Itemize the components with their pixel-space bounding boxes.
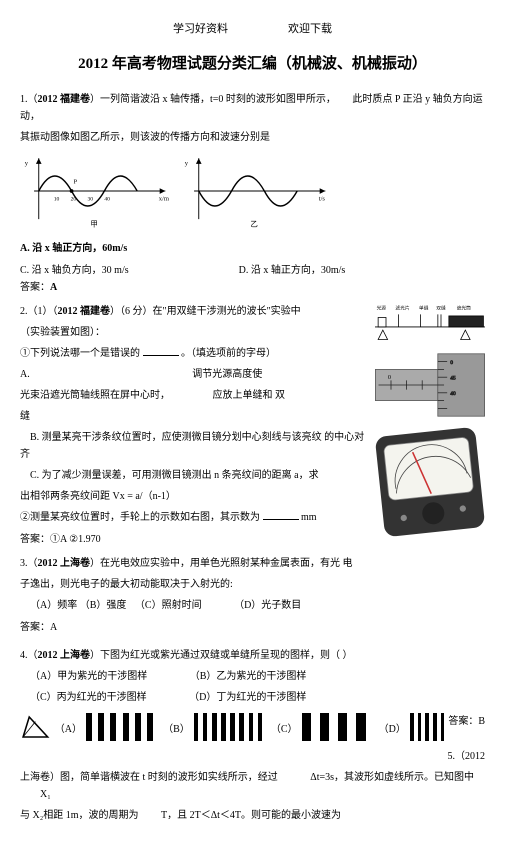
- stripe-row: （A） （B） （C） （D）: [20, 710, 448, 744]
- q3-stem: ）在光电效应实验中，用单色光照射某种金属表面，有光 电: [90, 558, 353, 569]
- q3-C: （C）照射时间: [135, 600, 202, 611]
- q5-srcb: 图，简单谐横波在 t 时刻的波形如实线所示，经过: [60, 772, 278, 783]
- stripe-B: [194, 713, 267, 741]
- multimeter-icon: [375, 427, 485, 537]
- q4-num: 4.（: [20, 650, 38, 661]
- q5-tail: 与 X₂相距 1m，波的周期为: [20, 810, 139, 821]
- q2-src: 2012 福建卷: [58, 306, 111, 317]
- svg-text:45: 45: [450, 376, 456, 382]
- q1-src: 2012 福建卷: [38, 94, 91, 105]
- svg-text:滤光片: 滤光片: [395, 305, 409, 312]
- q1-stemb: ）一列简谐波沿 x 轴传播，t=0 时刻的波形如图甲所示，: [90, 94, 336, 105]
- svg-text:0: 0: [450, 360, 453, 366]
- svg-text:y: y: [185, 160, 189, 167]
- q1-ans-label: 答案：: [20, 282, 50, 293]
- svg-text:x/m: x/m: [159, 195, 169, 202]
- svg-text:甲: 甲: [90, 220, 98, 229]
- header-left: 学习好资料: [173, 20, 228, 36]
- q2-ans-label: 答案：: [20, 534, 50, 545]
- q2-A3: 应放上单缝和 双: [213, 390, 286, 401]
- svg-text:单缝: 单缝: [419, 305, 429, 312]
- stripe-C: [302, 713, 375, 741]
- q1-waves: P 10 20 30 40 x/m y 甲 t/s y 乙: [20, 152, 485, 230]
- svg-text:y: y: [25, 160, 29, 167]
- q3-B: （B）强度: [80, 600, 127, 611]
- q3-num: 3.（: [20, 558, 38, 569]
- q2-ans: ①A ②1.970: [50, 534, 101, 545]
- q3: 3.（2012 上海卷）在光电效应实验中，用单色光照射某种金属表面，有光 电: [20, 555, 485, 572]
- blank2: [263, 509, 299, 520]
- q3-stem2: 子逸出，则光电子的最大初动能取决于入射光的:: [20, 576, 485, 593]
- q3-src: 2012 上海卷: [38, 558, 91, 569]
- q4-src: 2012 上海卷: [38, 650, 91, 661]
- stripe-A: [86, 713, 159, 741]
- micrometer-icon: 0 0 45 40: [375, 346, 485, 424]
- s-labD: （D）: [379, 720, 406, 735]
- q1-optC: C. 沿 x 轴负方向，30 m/s: [20, 261, 129, 276]
- q1-optA: A. 沿 x 轴正方向，60m/s: [20, 240, 485, 257]
- q3-ans: A: [50, 622, 57, 633]
- svg-text:光源: 光源: [377, 305, 387, 312]
- svg-text:双缝: 双缝: [436, 305, 446, 312]
- q2-figures: 光源 滤光片 单缝 双缝 遮光筒 0 0 45 40: [375, 303, 485, 540]
- apparatus-icon: 光源 滤光片 单缝 双缝 遮光筒: [375, 303, 485, 343]
- q3-A: （A）频率: [30, 600, 77, 611]
- q2-A1: A.: [20, 369, 30, 380]
- q2-line2b: mm: [301, 512, 317, 523]
- q2-line2: ②测量某亮纹位置时，手轮上的示数如右图，其示数为: [20, 512, 260, 523]
- header-right: 欢迎下载: [288, 20, 332, 36]
- q5-mid: Δt=3s，其波形如虚线所示。已知图中: [310, 772, 474, 783]
- svg-text:30: 30: [88, 196, 94, 202]
- q4-B: （B）乙为紫光的干涉图样: [190, 671, 307, 682]
- q3-D: （D）光子数目: [234, 600, 301, 611]
- q5-num: 5.（2012: [448, 751, 486, 762]
- q3-ans-label: 答案：: [20, 622, 50, 633]
- q2-line1a: ①下列说法哪一个是错误的: [20, 348, 140, 359]
- triangle-icon: [20, 710, 51, 744]
- s-labB: （B）: [163, 720, 190, 735]
- svg-text:20: 20: [71, 196, 77, 202]
- svg-text:0: 0: [388, 374, 391, 381]
- wave-left: P 10 20 30 40 x/m y 甲: [20, 152, 170, 230]
- svg-text:P: P: [73, 179, 77, 186]
- q4-D: （D）丁为红光的干涉图样: [189, 692, 306, 703]
- q2-line1b: 。（填选项前的字母）: [181, 348, 276, 359]
- q1: 1.（2012 福建卷）一列简谐波沿 x 轴传播，t=0 时刻的波形如图甲所示，…: [20, 91, 485, 125]
- q2-Atext: 光束沿遮光筒轴线照在屏中心时，: [20, 390, 170, 401]
- s-labC: （C）: [271, 720, 298, 735]
- q4: 4.（2012 上海卷）下图为红光或紫光通过双缝或单缝所呈现的图样，则（ ）: [20, 647, 485, 664]
- s-labA: （A）: [55, 720, 82, 735]
- blank: [143, 345, 179, 356]
- q1-optD: D. 沿 x 轴正方向，30m/s: [239, 261, 346, 276]
- svg-text:40: 40: [450, 391, 456, 397]
- q4-A: （A）甲为紫光的干涉图样: [30, 671, 147, 682]
- svg-text:遮光筒: 遮光筒: [457, 305, 471, 312]
- q2-num: 2.（1）（: [20, 306, 58, 317]
- q1-ans: A: [50, 282, 57, 293]
- page-title: 2012 年高考物理试题分类汇编（机械波、机械振动）: [20, 52, 485, 73]
- q5-prefix: 上海卷）: [20, 772, 60, 783]
- q5-T: T，且 2T＜Δt＜4T。则可能的最小波速为: [161, 810, 341, 821]
- svg-text:乙: 乙: [250, 220, 258, 229]
- q5-x: X₁: [40, 789, 51, 800]
- q4-C: （C）丙为红光的干涉图样: [30, 692, 147, 703]
- q2-A2: 调节光源高度使: [192, 369, 262, 380]
- q4-ans-label: 答案：: [448, 716, 478, 727]
- q1-stemd: 其振动图像如图乙所示，则该波的传播方向和波速分别是: [20, 129, 485, 146]
- svg-text:40: 40: [104, 196, 110, 202]
- svg-text:10: 10: [54, 196, 60, 202]
- q1-num: 1.（: [20, 94, 38, 105]
- q4-ans: B: [478, 716, 485, 727]
- stripe-D: [410, 713, 448, 741]
- q4-stem: ）下图为红光或紫光通过双缝或单缝所呈现的图样，则（ ）: [90, 650, 353, 661]
- wave-right: t/s y 乙: [180, 152, 330, 230]
- svg-text:t/s: t/s: [319, 195, 326, 202]
- q2-tail1: ）（6 分）在"用双缝干涉测光的波长"实验中: [110, 306, 301, 317]
